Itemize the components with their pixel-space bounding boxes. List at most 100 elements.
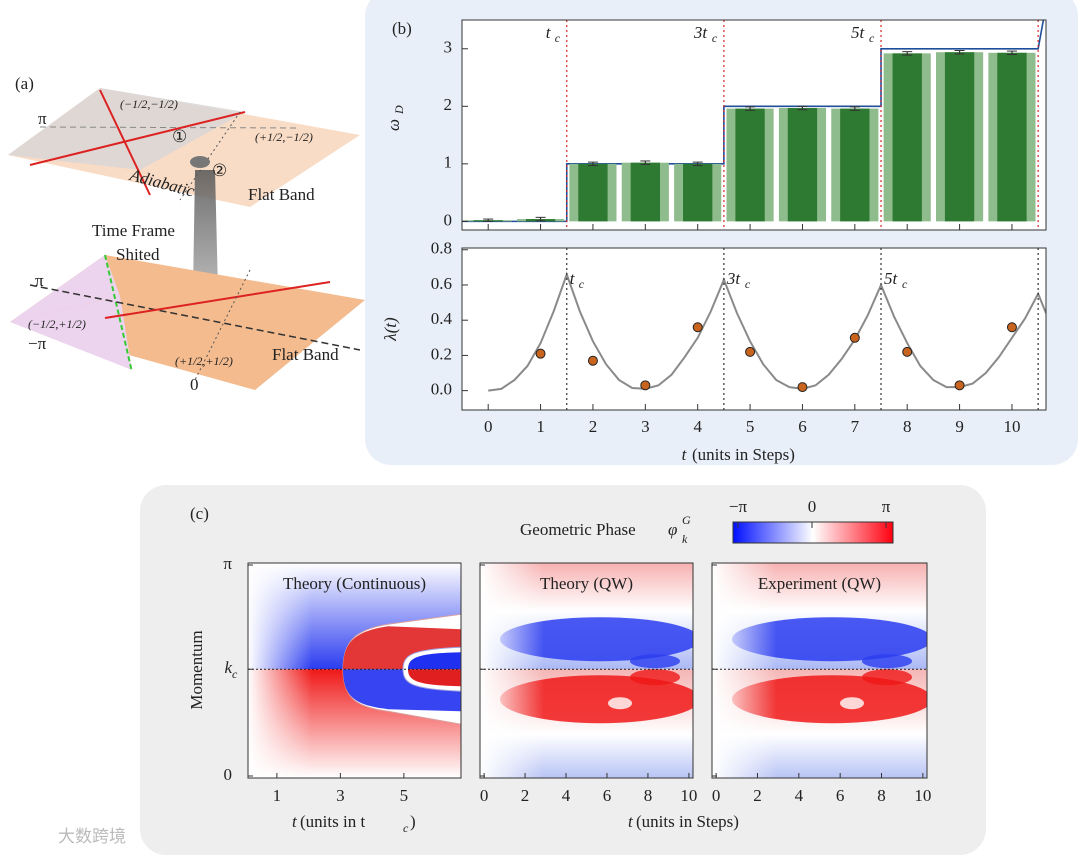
x-tick-label: 4: [795, 786, 804, 805]
tc-label: t: [546, 23, 552, 42]
x-tick-label: 5: [400, 786, 409, 805]
y-axis-label: Momentum: [187, 630, 206, 709]
colorbar-tick-label: 0: [808, 497, 817, 516]
x-axis-label: t: [628, 812, 634, 831]
bar: [735, 108, 765, 222]
plot-title: Theory (Continuous): [283, 574, 426, 593]
bar: [997, 52, 1027, 222]
y-tick-label: 0.0: [431, 380, 452, 399]
zero-label: 0: [190, 375, 199, 394]
x-tick-label: 0: [712, 786, 721, 805]
quadrant-label: (+1/2,−1/2): [255, 130, 313, 144]
y-tick-label: 0.6: [431, 274, 452, 293]
x-tick-label: 3: [336, 786, 345, 805]
tc-label: t: [570, 269, 576, 288]
point: [745, 346, 756, 357]
plot-frame: [711, 562, 928, 779]
bottom-plane-purple: [10, 255, 120, 322]
state-dot: [190, 156, 210, 168]
tc-label-sub: c: [745, 277, 751, 291]
x-tick-label: 4: [562, 786, 571, 805]
point: [587, 355, 598, 366]
top-plane-gray: [8, 88, 245, 170]
tc-label-sub: c: [902, 277, 908, 291]
colorbar-tick-label: π: [882, 497, 891, 516]
x-tick-label: 5: [746, 417, 755, 436]
x-tick-label: 3: [641, 417, 650, 436]
plot-frame: [479, 562, 694, 779]
minus-pi-label: −π: [28, 334, 47, 353]
x-tick-label: 4: [693, 417, 702, 436]
x-tick-label: 9: [955, 417, 964, 436]
pi-line: [39, 126, 301, 129]
x-tick-label: 6: [603, 786, 612, 805]
panel-label: (c): [190, 504, 209, 523]
bar: [578, 163, 608, 222]
y-tick-label: 2: [444, 95, 453, 114]
bar: [892, 53, 922, 222]
transfer-label: Shited: [116, 245, 160, 264]
colorbar-symbol: φ: [668, 520, 677, 539]
transfer-label: Time Frame: [92, 221, 175, 240]
point: [535, 348, 546, 359]
flat-band-label: Flat Band: [248, 185, 315, 204]
pi-label: π: [35, 271, 44, 290]
heat-fade: [480, 563, 693, 778]
green-line: [104, 254, 133, 373]
dotted-line: [194, 269, 251, 381]
panel-c: Geometric Phase φGk −π 0 π Theory (Continuou…: [187, 497, 931, 835]
x-tick-label: 10: [1003, 417, 1020, 436]
point: [640, 380, 651, 391]
panel-label: (b): [392, 19, 412, 38]
plot-area: [462, 248, 1046, 410]
x-tick-label: 8: [877, 786, 886, 805]
red-line: [29, 111, 246, 166]
tc-label: 5t: [884, 269, 899, 288]
panel-label: (a): [15, 74, 34, 93]
bar: [944, 52, 975, 222]
y-axis-label: ω: [384, 119, 403, 131]
y-axis-label-sub: D: [392, 105, 406, 115]
x-tick-label: 8: [903, 417, 912, 436]
y-tick-label: k: [224, 658, 232, 677]
heat-region: [408, 652, 461, 670]
flat-band-label: Flat Band: [272, 345, 339, 364]
y-tick-label-sub: c: [232, 667, 238, 681]
point: [902, 346, 913, 357]
state-label: ①: [172, 127, 187, 146]
heat-region: [408, 669, 461, 687]
y-axis-label: λ(t): [381, 317, 400, 342]
colorbar-title: Geometric Phase: [520, 520, 636, 539]
bottom-plane-purple: [10, 296, 132, 370]
bar: [787, 108, 818, 222]
bar: [630, 162, 660, 222]
quadrant-label: (+1/2,+1/2): [175, 354, 233, 368]
tc-label-sub: c: [555, 31, 561, 45]
tc-label-sub: c: [579, 277, 585, 291]
plot-title: Experiment (QW): [758, 574, 881, 593]
heatmap: [480, 563, 693, 778]
x-tick-label: 8: [644, 786, 653, 805]
x-tick-label: 10: [914, 786, 931, 805]
plot-layer: [462, 20, 1045, 230]
point: [849, 332, 860, 343]
y-tick-label: 0.2: [431, 344, 452, 363]
x-tick-label: 10: [680, 786, 697, 805]
tc-label-sub: c: [712, 31, 718, 45]
heat-fade: [712, 563, 927, 778]
heatmap: [712, 563, 927, 778]
x-axis-label: t: [292, 812, 298, 831]
plot-frame: [247, 562, 462, 779]
x-axis-label-sub: c: [403, 821, 409, 835]
tc-label-sub: c: [869, 31, 875, 45]
x-tick-label: 6: [836, 786, 845, 805]
panel-a: (a) π (−1/2,−1/2) (+1/2,−1/2) ① ② Adiaba…: [8, 74, 365, 394]
colorbar-sub: k: [682, 532, 688, 546]
point: [797, 382, 808, 393]
point: [1006, 322, 1017, 333]
x-axis-label: t: [682, 445, 688, 464]
quadrant-label: (−1/2,−1/2): [120, 97, 178, 111]
x-axis-label: ): [410, 812, 416, 831]
x-axis-label: (units in t: [300, 812, 365, 831]
plot-title: Theory (QW): [540, 574, 633, 593]
